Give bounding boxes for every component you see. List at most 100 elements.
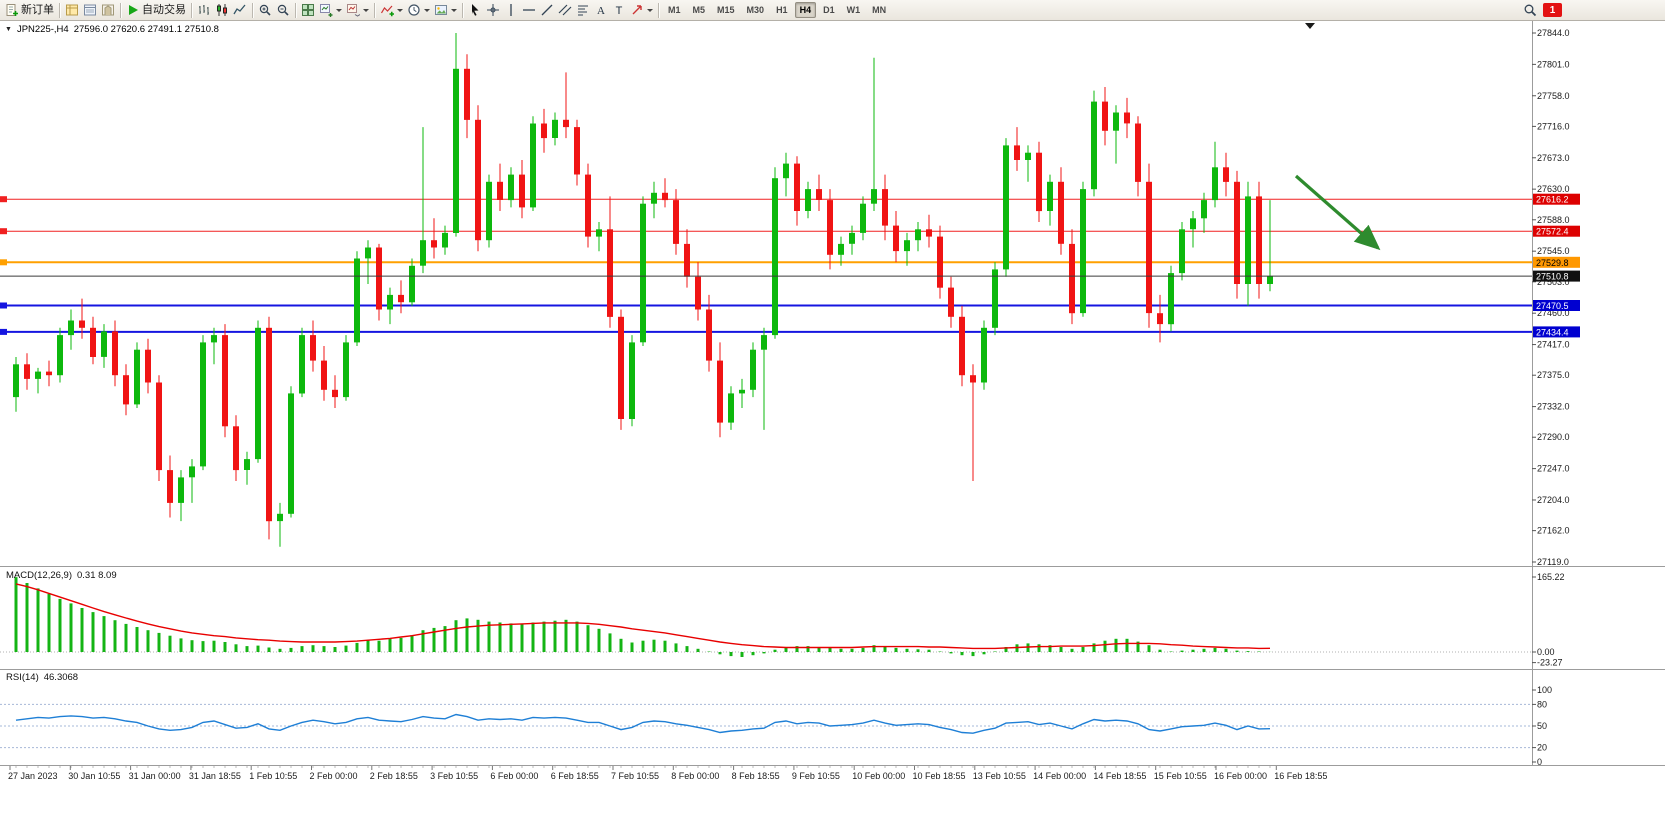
price-tick-label: 27204.0 xyxy=(1537,495,1570,505)
chevron-down-icon[interactable] xyxy=(451,8,457,12)
toolbar-right: 1 xyxy=(1521,1,1562,19)
price-tag-label: 27434.4 xyxy=(1536,327,1569,337)
indicators-icon xyxy=(380,3,394,17)
new-chart-button[interactable] xyxy=(317,1,344,19)
market-watch-button[interactable] xyxy=(63,1,81,19)
trendline-button[interactable] xyxy=(538,1,556,19)
time-tick-label: 16 Feb 18:55 xyxy=(1274,771,1327,781)
periods-button[interactable] xyxy=(405,1,432,19)
zoom-in-button[interactable] xyxy=(256,1,274,19)
candle-body xyxy=(673,200,679,244)
vertical-line-button[interactable] xyxy=(502,1,520,19)
fibonacci-icon xyxy=(576,3,590,17)
timeframe-m5-button[interactable]: M5 xyxy=(692,5,706,15)
candle-body xyxy=(442,232,448,248)
line-chart-button[interactable] xyxy=(231,1,249,19)
timeframe-h1-button[interactable]: H1 xyxy=(776,5,788,15)
chevron-down-icon[interactable] xyxy=(647,8,653,12)
candle-body xyxy=(409,265,415,303)
chevron-down-icon[interactable] xyxy=(424,8,430,12)
time-tick-label: 1 Feb 10:55 xyxy=(249,771,297,781)
channel-button[interactable] xyxy=(556,1,574,19)
timeframe-m15-button[interactable]: M15 xyxy=(717,5,735,15)
chevron-down-icon[interactable] xyxy=(336,8,342,12)
time-tick-label: 7 Feb 10:55 xyxy=(611,771,659,781)
time-tick-label: 16 Feb 00:00 xyxy=(1214,771,1267,781)
shapes-button[interactable] xyxy=(628,1,655,19)
search-button[interactable] xyxy=(1521,1,1539,19)
tile-windows-icon xyxy=(301,3,315,17)
timeframe-h4-button[interactable]: H4 xyxy=(794,2,817,18)
rsi-indicator-label: RSI(14) 46.3068 xyxy=(6,672,78,683)
hline-left-marker[interactable] xyxy=(0,259,7,266)
time-tick-label: 6 Feb 00:00 xyxy=(490,771,538,781)
candle-chart-button[interactable] xyxy=(213,1,231,19)
crosshair-button[interactable] xyxy=(484,1,502,19)
hline-left-marker[interactable] xyxy=(0,328,7,335)
timeframe-d1-button[interactable]: D1 xyxy=(823,5,835,15)
timeframe-m30-button[interactable]: M30 xyxy=(746,5,765,15)
candle-body xyxy=(772,178,778,336)
autotrading-label: 自动交易 xyxy=(142,4,186,16)
candle-body xyxy=(871,189,877,204)
candle-body xyxy=(1157,313,1163,325)
bar-chart-button[interactable] xyxy=(195,1,213,19)
candle-body xyxy=(1179,229,1185,274)
chart-symbol-info[interactable]: ▼ JPN225-,H4 27596.0 27620.6 27491.1 275… xyxy=(5,24,219,35)
candle-body xyxy=(607,229,613,317)
candle-body xyxy=(420,240,426,266)
timeframe-m1-button[interactable]: M1 xyxy=(668,5,681,15)
price-tick-label: 27503.0 xyxy=(1537,277,1570,287)
rsi-scale-label: 20 xyxy=(1537,743,1547,753)
timeframe-mn-button[interactable]: MN xyxy=(872,5,887,15)
candle-body xyxy=(35,371,41,379)
candle-body xyxy=(497,181,503,200)
price-axis[interactable] xyxy=(1532,21,1665,765)
chevron-down-icon[interactable] xyxy=(363,8,369,12)
price-tick-label: 27119.0 xyxy=(1537,557,1569,567)
chevron-down-icon[interactable] xyxy=(397,8,403,12)
timeframe-w1-button[interactable]: W1 xyxy=(846,5,861,15)
indicators-button[interactable] xyxy=(378,1,405,19)
candle-body xyxy=(1003,145,1009,270)
fibonacci-button[interactable] xyxy=(574,1,592,19)
candle-body xyxy=(79,320,85,328)
hline-left-marker[interactable] xyxy=(0,228,7,235)
data-window-button[interactable] xyxy=(81,1,99,19)
autotrading-button[interactable]: 自动交易 xyxy=(124,1,188,19)
tile-windows-button[interactable] xyxy=(299,1,317,19)
notification-badge[interactable]: 1 xyxy=(1543,3,1562,17)
rsi-label-text: RSI(14) xyxy=(6,672,39,683)
collapse-icon[interactable]: ▼ xyxy=(5,26,12,33)
zoom-out-button[interactable] xyxy=(274,1,292,19)
hline-left-marker[interactable] xyxy=(0,196,7,203)
cursor-button[interactable] xyxy=(466,1,484,19)
symbol-ohlc: 27596.0 27620.6 27491.1 27510.8 xyxy=(73,24,219,35)
hline-left-marker[interactable] xyxy=(0,302,7,309)
candle-body xyxy=(585,174,591,237)
candle-body xyxy=(849,232,855,244)
candle-body xyxy=(882,189,888,226)
text-button[interactable]: A xyxy=(592,1,610,19)
time-tick-label: 15 Feb 10:55 xyxy=(1154,771,1207,781)
candle-body xyxy=(1069,243,1075,314)
macd-values-text: 0.31 8.09 xyxy=(77,570,117,581)
profiles-button[interactable] xyxy=(344,1,371,19)
candle-body xyxy=(750,349,756,390)
candle-body xyxy=(563,119,569,128)
horizontal-line-button[interactable] xyxy=(520,1,538,19)
new-order-button[interactable]: 新订单 xyxy=(3,1,56,19)
toolbar-separator xyxy=(374,2,375,18)
text-label-button[interactable]: T xyxy=(610,1,628,19)
price-tag-label: 27510.8 xyxy=(1536,272,1569,282)
rsi-line xyxy=(15,713,1271,734)
templates-button[interactable] xyxy=(432,1,459,19)
candle-body xyxy=(288,393,294,514)
time-axis[interactable] xyxy=(0,766,1532,786)
candle-body xyxy=(431,240,437,248)
toolbar-separator xyxy=(658,2,659,18)
scroll-shift-marker[interactable] xyxy=(1305,23,1315,29)
navigator-button[interactable] xyxy=(99,1,117,19)
trend-arrow-annotation[interactable] xyxy=(1294,174,1381,251)
